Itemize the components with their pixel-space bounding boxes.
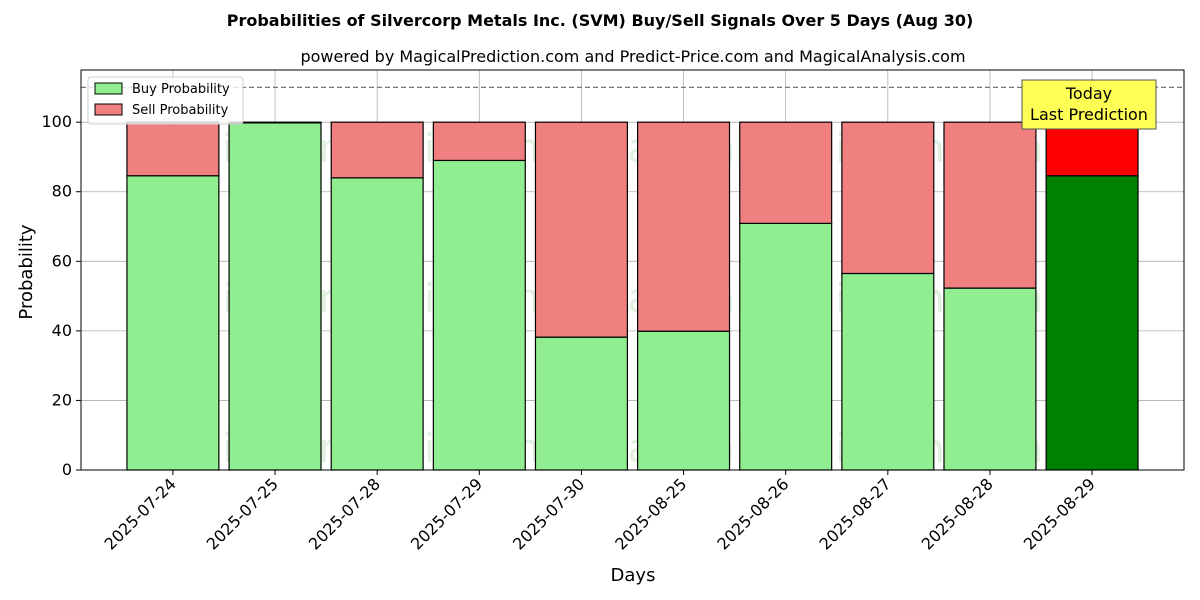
today-annotation: Today Last Prediction bbox=[1021, 79, 1157, 130]
y-tick-label: 100 bbox=[41, 112, 72, 131]
buy-bar bbox=[126, 175, 220, 471]
sell-bar bbox=[534, 121, 628, 338]
sell-bar bbox=[943, 121, 1037, 289]
x-tick-label: 2025-07-28 bbox=[305, 474, 384, 553]
x-tick-label: 2025-07-25 bbox=[203, 474, 282, 553]
buy-bar bbox=[534, 336, 628, 471]
annotation-line1: Today bbox=[1065, 84, 1112, 103]
y-tick-label: 80 bbox=[52, 182, 72, 201]
sell-bar bbox=[841, 121, 935, 275]
legend: Buy Probability Sell Probability bbox=[87, 76, 244, 125]
x-tick-label: 2025-08-27 bbox=[815, 474, 894, 553]
buy-bar bbox=[228, 122, 322, 471]
buy-bar bbox=[739, 222, 833, 471]
sell-bar bbox=[330, 121, 424, 179]
sell-bar bbox=[1045, 121, 1139, 177]
sell-bar bbox=[126, 121, 220, 177]
sell-bar bbox=[432, 121, 526, 162]
legend-frame bbox=[87, 76, 244, 125]
x-axis-label: Days bbox=[611, 565, 656, 586]
x-tick-label: 2025-08-29 bbox=[1020, 474, 1099, 553]
y-axis-label: Probability bbox=[16, 224, 37, 319]
y-tick-label: 20 bbox=[52, 390, 72, 409]
y-tick-label: 40 bbox=[52, 321, 72, 340]
legend-label-buy: Buy Probability bbox=[132, 82, 230, 97]
buy-bar bbox=[841, 272, 935, 471]
x-tick-label: 2025-07-30 bbox=[509, 474, 588, 553]
x-tick-label: 2025-08-25 bbox=[611, 474, 690, 553]
buy-bar bbox=[943, 287, 1037, 471]
sell-bar bbox=[739, 121, 833, 224]
y-tick-label: 60 bbox=[52, 251, 72, 270]
chart-title: Probabilities of Silvercorp Metals Inc. … bbox=[227, 11, 974, 30]
bars bbox=[126, 121, 1139, 471]
annotation-box bbox=[1021, 79, 1157, 130]
x-tick-label: 2025-08-28 bbox=[918, 474, 997, 553]
x-tick-label: 2025-08-26 bbox=[713, 474, 792, 553]
sell-bar bbox=[637, 121, 731, 332]
chart-subtitle: powered by MagicalPrediction.com and Pre… bbox=[300, 47, 965, 66]
legend-label-sell: Sell Probability bbox=[132, 103, 229, 118]
buy-bar bbox=[432, 159, 526, 471]
x-tick-label: 2025-07-24 bbox=[101, 474, 180, 553]
annotation-line2: Last Prediction bbox=[1030, 105, 1148, 124]
buy-bar bbox=[330, 177, 424, 471]
plot-frame bbox=[80, 69, 1185, 471]
buy-bar bbox=[1045, 175, 1139, 471]
legend-swatch-sell bbox=[94, 103, 123, 116]
y-tick-label: 0 bbox=[62, 460, 72, 479]
x-tick-label: 2025-07-29 bbox=[407, 474, 486, 553]
buy-bar bbox=[637, 330, 731, 471]
legend-swatch-buy bbox=[94, 82, 123, 95]
